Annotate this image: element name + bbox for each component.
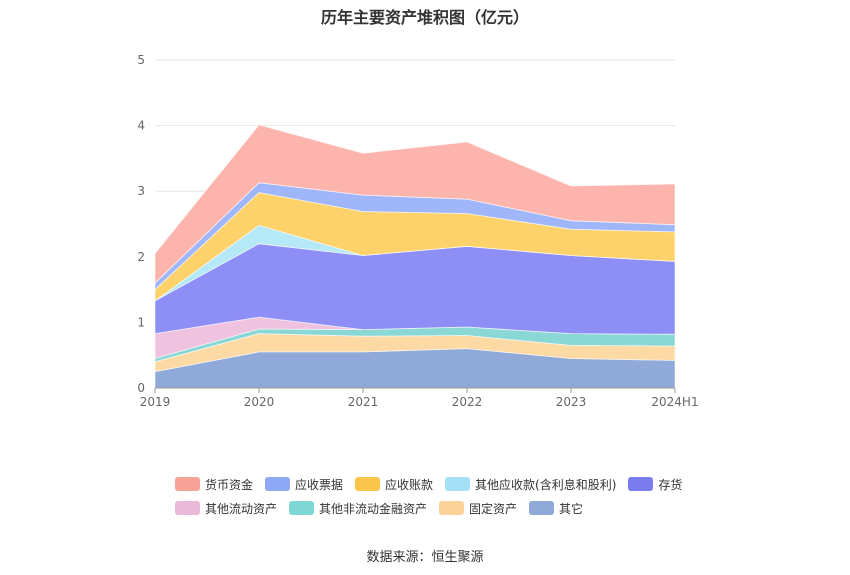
legend-label: 其他流动资产	[205, 501, 278, 516]
x-tick-label: 2021	[348, 395, 379, 409]
legend-swatch	[175, 477, 200, 491]
legend: 货币资金 应收票据 应收账款 其他应收款(含利息和股利) 存货 其他流动资产 其他非流动金…	[175, 472, 695, 520]
legend-label: 应收账款	[385, 477, 434, 492]
legend-label: 其他应收款(含利息和股利)	[475, 477, 617, 492]
x-tick-label: 2020	[244, 395, 275, 409]
legend-row: 其他流动资产 其他非流动金融资产 固定资产 其它	[175, 496, 695, 520]
legend-swatch	[175, 501, 200, 515]
legend-item[interactable]: 其他应收款(含利息和股利)	[445, 476, 616, 493]
legend-label: 货币资金	[205, 477, 254, 492]
legend-item[interactable]: 应收票据	[265, 476, 343, 493]
legend-item[interactable]: 存货	[628, 476, 682, 493]
legend-swatch	[439, 501, 465, 515]
x-tick-label: 2023	[556, 395, 587, 409]
y-tick-label: 2	[137, 250, 145, 264]
legend-swatch	[289, 501, 315, 515]
y-tick-label: 0	[137, 381, 145, 395]
legend-label: 其它	[559, 501, 584, 516]
area-series-货币资金	[154, 124, 676, 284]
chart-title: 历年主要资产堆积图（亿元）	[320, 8, 529, 27]
legend-label: 存货	[658, 477, 683, 492]
legend-item[interactable]: 其他流动资产	[175, 500, 277, 517]
legend-swatch	[355, 477, 381, 491]
legend-swatch	[265, 477, 291, 491]
legend-label: 固定资产	[469, 501, 518, 516]
legend-swatch	[529, 501, 555, 515]
y-tick-label: 4	[137, 119, 145, 133]
legend-item[interactable]: 应收账款	[355, 476, 433, 493]
legend-item[interactable]: 其它	[529, 500, 583, 517]
axis-layer: 0 1 2 3 4 5 2019 2020 2021 2022 2023 2024H1	[137, 53, 698, 409]
y-tick-label: 3	[137, 184, 145, 198]
y-tick-label: 1	[137, 315, 145, 329]
x-tick-label: 2022	[452, 395, 483, 409]
legend-label: 应收票据	[295, 477, 344, 492]
legend-swatch	[628, 477, 654, 491]
source-note: 数据来源：恒生聚源	[366, 550, 484, 565]
y-tick-label: 5	[137, 53, 145, 67]
legend-label: 其他非流动金融资产	[319, 501, 428, 516]
legend-item[interactable]: 其他非流动金融资产	[289, 500, 427, 517]
legend-row: 货币资金 应收票据 应收账款 其他应收款(含利息和股利) 存货	[175, 472, 695, 496]
area-layer	[154, 124, 676, 389]
legend-item[interactable]: 固定资产	[439, 500, 517, 517]
x-tick-label: 2019	[140, 395, 171, 409]
x-tick-label: 2024H1	[651, 395, 698, 409]
legend-item[interactable]: 货币资金	[175, 476, 253, 493]
legend-swatch	[445, 477, 471, 491]
